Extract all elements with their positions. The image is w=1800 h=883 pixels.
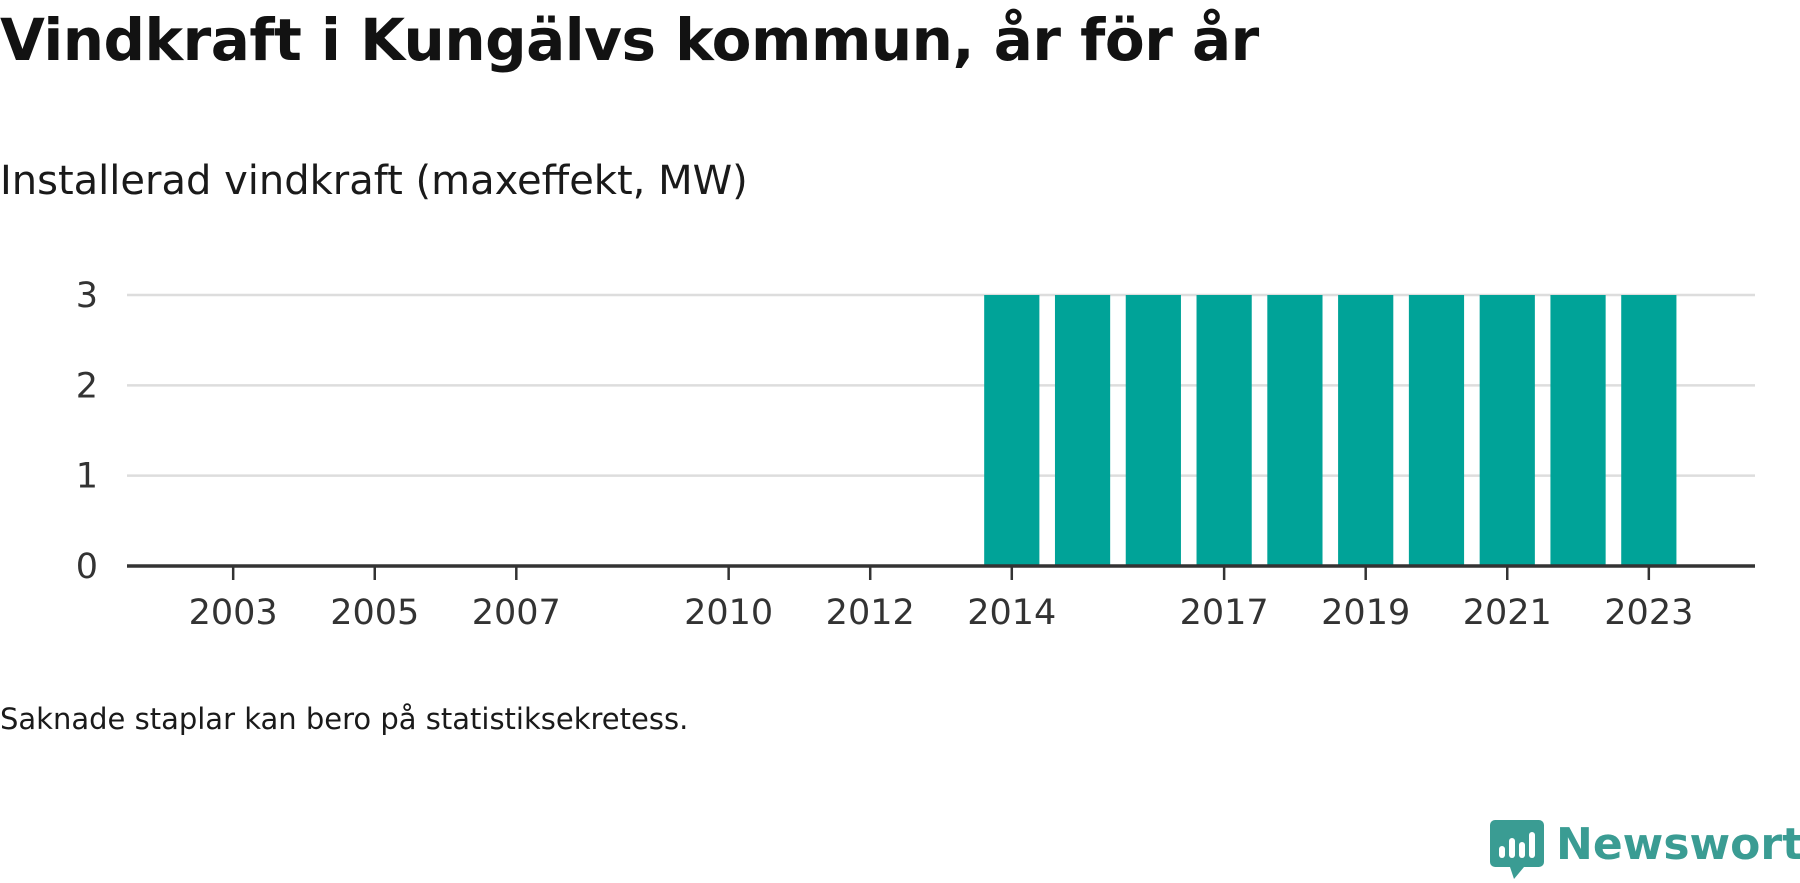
tick-labels: 0 1 2 3 2003 2005 2007 2010 2012 2014 2017 2019 2021… bbox=[76, 276, 1694, 633]
y-tick-label: 2 bbox=[76, 366, 98, 406]
bar-2022 bbox=[1550, 295, 1606, 566]
chart-subtitle: Installerad vindkraft (maxeffekt, MW) bbox=[0, 158, 748, 204]
bar-2015 bbox=[1054, 295, 1111, 566]
bar-chart: 0 1 2 3 2003 2005 2007 2010 2012 2014 2017 2019 2021… bbox=[76, 276, 1755, 633]
x-tick-label: 2019 bbox=[1321, 593, 1410, 633]
chart-title: Vindkraft i Kungälvs kommun, år för år bbox=[0, 6, 1259, 74]
axes bbox=[127, 564, 1755, 580]
x-tick-label: 2012 bbox=[826, 593, 915, 633]
newsworthy-chart-bubble-icon bbox=[1490, 820, 1544, 879]
bar-2014 bbox=[984, 295, 1040, 566]
bar-2021 bbox=[1479, 295, 1535, 566]
x-tick-label: 2005 bbox=[330, 593, 419, 633]
newsworthy-logo[interactable]: Newsworthy bbox=[1490, 820, 1800, 879]
bar-2018 bbox=[1267, 295, 1323, 566]
bar-2017 bbox=[1196, 295, 1252, 566]
x-tick-label: 2007 bbox=[472, 593, 561, 633]
y-tick-label: 0 bbox=[76, 547, 98, 587]
x-tick-label: 2014 bbox=[967, 593, 1056, 633]
y-tick-label: 1 bbox=[76, 457, 98, 497]
x-tick-label: 2023 bbox=[1604, 593, 1693, 633]
bar-2016 bbox=[1125, 295, 1181, 566]
newsworthy-logo-text: Newsworthy bbox=[1556, 819, 1800, 870]
x-tick-label: 2010 bbox=[684, 593, 773, 633]
x-tick-label: 2021 bbox=[1463, 593, 1552, 633]
bar-2019 bbox=[1338, 295, 1394, 566]
x-tick-label: 2017 bbox=[1180, 593, 1269, 633]
bar-2023 bbox=[1621, 295, 1677, 566]
bar-2020 bbox=[1408, 295, 1465, 566]
y-tick-label: 3 bbox=[76, 276, 98, 316]
bars bbox=[984, 295, 1677, 566]
footnote: Saknade staplar kan bero på statistiksek… bbox=[0, 702, 689, 736]
x-tick-label: 2003 bbox=[189, 593, 278, 633]
